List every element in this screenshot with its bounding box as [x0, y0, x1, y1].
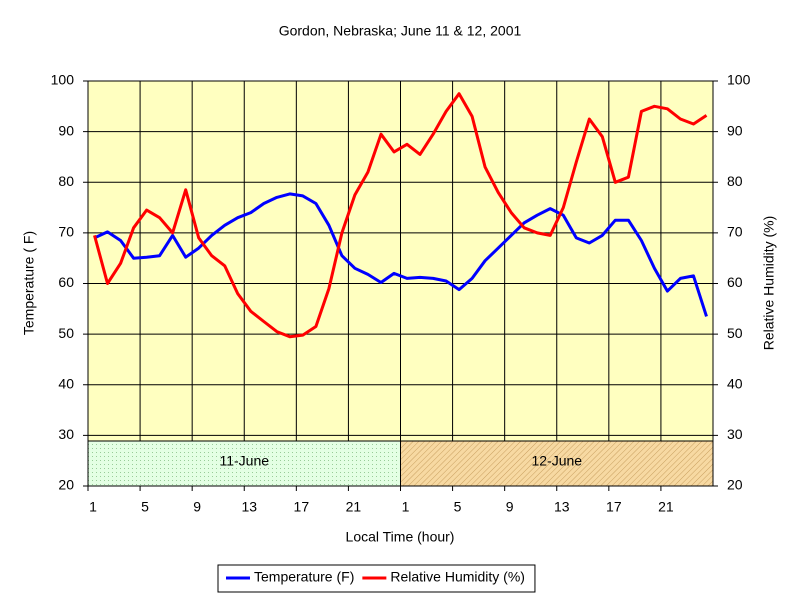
y2-tick-label: 20 — [727, 477, 743, 493]
x-tick-label: 5 — [141, 499, 149, 515]
x-tick-label: 1 — [89, 499, 97, 515]
y-tick-label: 20 — [58, 477, 74, 493]
y-tick-label: 80 — [58, 173, 74, 189]
day-band-label: 12-June — [531, 453, 582, 469]
x-tick-label: 17 — [606, 499, 622, 515]
y2-tick-label: 30 — [727, 426, 743, 442]
y2-tick-label: 40 — [727, 375, 743, 391]
y-axis-label: Temperature ( F) — [21, 231, 37, 335]
plot-border — [87, 80, 714, 487]
y-tick-label: 30 — [58, 426, 74, 442]
legend-box — [217, 564, 536, 593]
legend-label: Relative Humidity (%) — [390, 569, 525, 585]
series-line — [93, 92, 708, 339]
y2-tick-label: 50 — [727, 325, 743, 341]
y-tick-label: 90 — [58, 122, 74, 138]
y-tick-label: 40 — [58, 375, 74, 391]
y2-tick-label: 80 — [727, 173, 743, 189]
y2-tick-label: 100 — [727, 72, 751, 88]
chart-title: Gordon, Nebraska; June 11 & 12, 2001 — [279, 23, 522, 39]
x-tick-label: 21 — [658, 499, 674, 515]
y2-tick-label: 90 — [727, 122, 743, 138]
x-tick-label: 13 — [241, 499, 257, 515]
legend-label: Temperature (F) — [254, 569, 354, 585]
x-tick-label: 17 — [294, 499, 310, 515]
x-tick-label: 9 — [193, 499, 201, 515]
day-band-label: 11-June — [219, 453, 269, 469]
x-tick-label: 9 — [506, 499, 514, 515]
legend: Temperature (F) Relative Humidity (%) — [217, 564, 536, 593]
y2-tick-label: 60 — [727, 274, 743, 290]
y-tick-label: 100 — [51, 72, 75, 88]
y-tick-label: 50 — [58, 325, 74, 341]
x-tick-label: 5 — [454, 499, 462, 515]
y2-axis-label: Relative Humidity (%) — [761, 216, 777, 351]
y-tick-label: 60 — [58, 274, 74, 290]
y-tick-label: 70 — [58, 224, 74, 240]
series-line — [93, 192, 708, 317]
y2-tick-label: 70 — [727, 224, 743, 240]
x-tick-label: 13 — [554, 499, 570, 515]
x-axis-label: Local Time (hour) — [346, 529, 455, 545]
x-tick-label: 1 — [402, 499, 410, 515]
x-tick-label: 21 — [346, 499, 362, 515]
